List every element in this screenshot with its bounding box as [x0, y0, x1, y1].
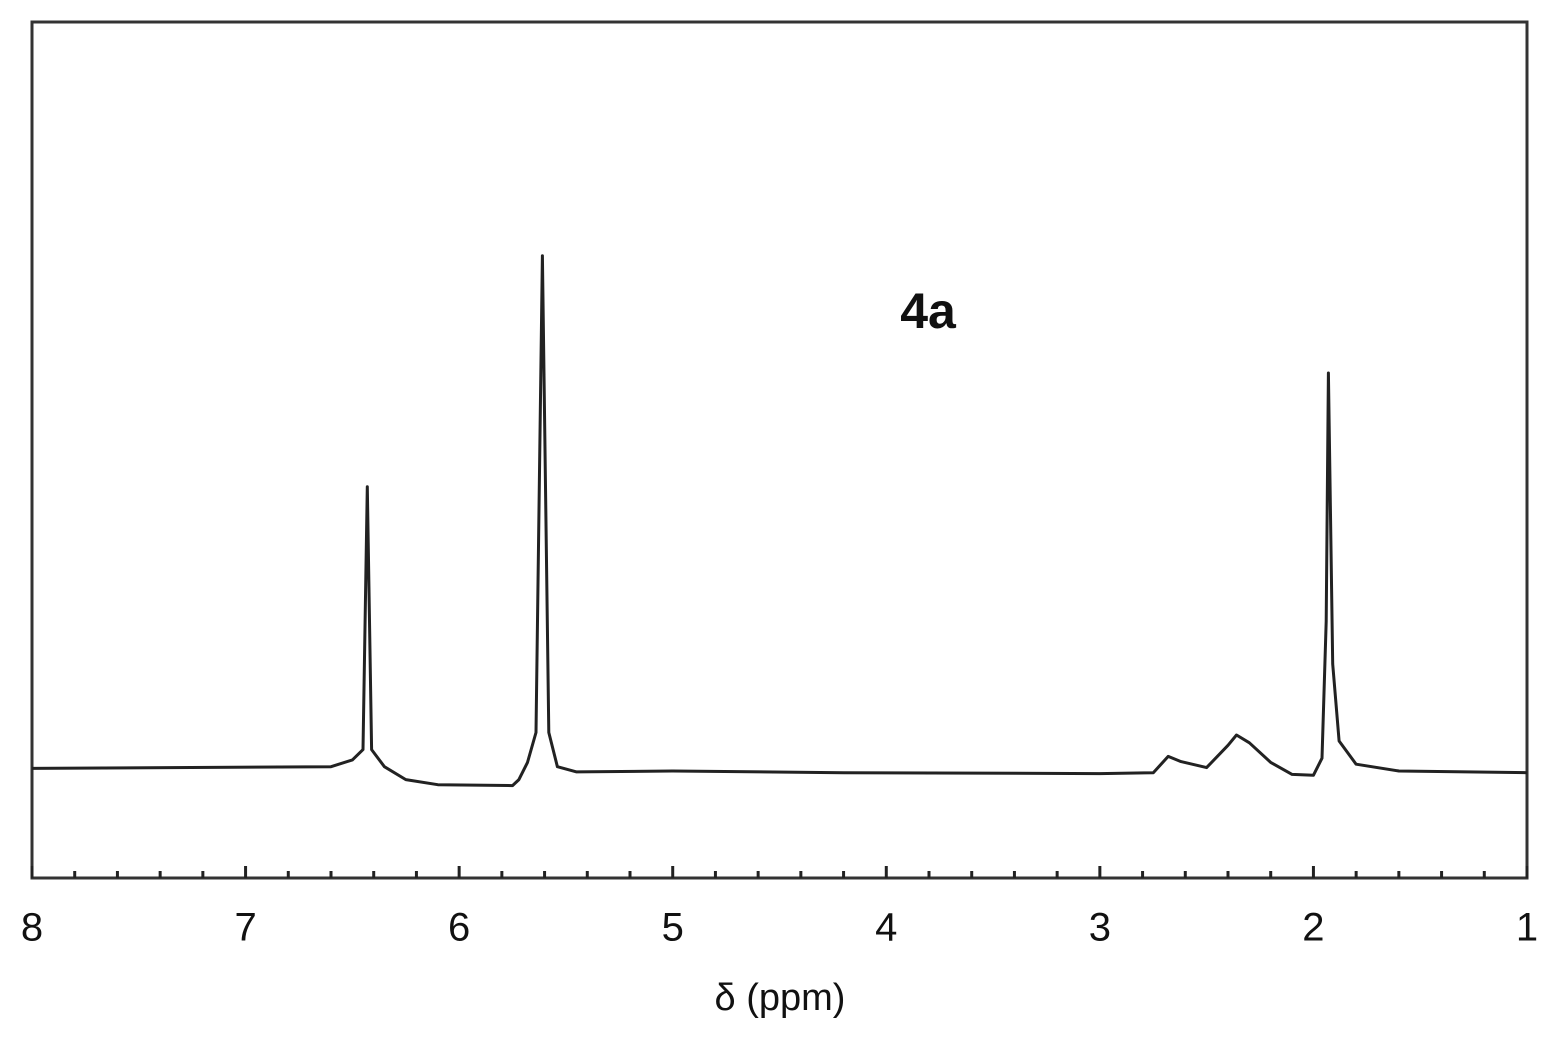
x-axis-label: δ (ppm): [715, 977, 846, 1019]
x-tick-label: 3: [1089, 906, 1111, 950]
plot-frame: [30, 20, 1529, 880]
x-tick-label: 8: [21, 906, 43, 950]
spectrum-line: [31, 254, 1528, 788]
x-tick-label: 2: [1302, 906, 1324, 950]
x-tick-label: 7: [234, 906, 256, 950]
x-tick-label: 1: [1516, 906, 1538, 950]
x-tick-label: 4: [875, 906, 897, 950]
x-tick-label: 6: [448, 906, 470, 950]
x-tick-label: 5: [662, 906, 684, 950]
annotation: 4a: [900, 283, 957, 339]
